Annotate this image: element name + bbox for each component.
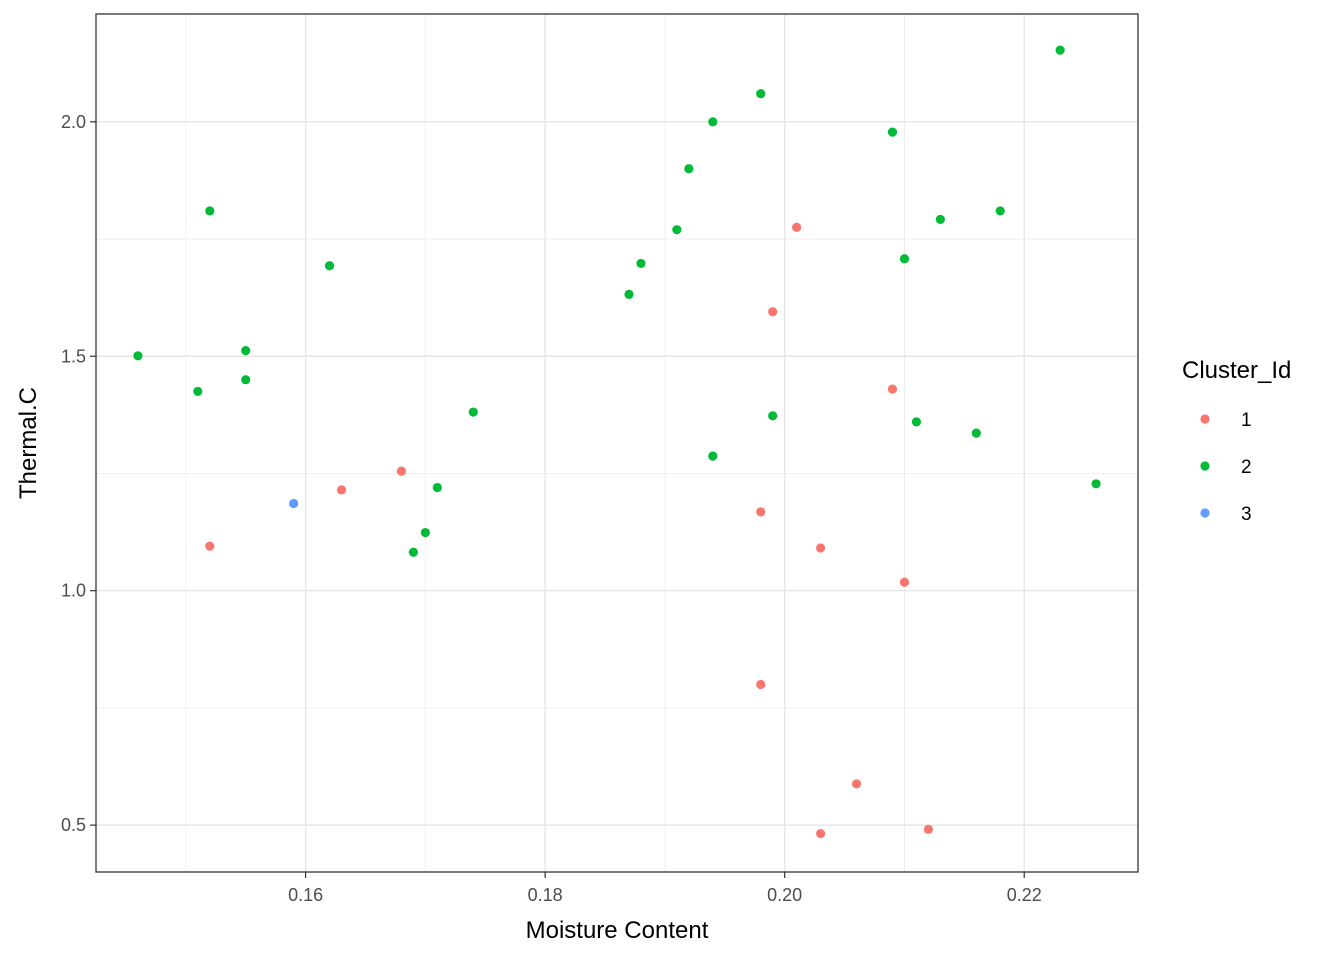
y-tick-label: 1.5 — [61, 346, 86, 366]
data-point-cluster-1 — [396, 466, 407, 476]
data-point-cluster-1 — [205, 541, 215, 551]
data-point-cluster-2 — [756, 89, 766, 99]
data-point-cluster-2 — [708, 117, 718, 127]
data-point-cluster-2 — [1055, 45, 1065, 55]
y-tick-label: 0.5 — [61, 815, 86, 835]
y-tick-label: 1.0 — [61, 581, 86, 601]
data-point-cluster-2 — [133, 351, 143, 361]
legend: Cluster_Id 1 2 3 — [1182, 357, 1291, 525]
data-point-cluster-2 — [324, 261, 335, 271]
data-point-cluster-2 — [241, 346, 251, 356]
data-point-cluster-1 — [336, 485, 347, 495]
x-axis-title: Moisture Content — [526, 917, 709, 944]
data-point-cluster-2 — [420, 527, 430, 538]
data-point-cluster-1 — [756, 507, 766, 517]
data-point-cluster-2 — [241, 375, 251, 385]
data-point-cluster-1 — [816, 828, 826, 839]
x-tick-label: 0.22 — [1007, 885, 1042, 905]
data-point-cluster-2 — [624, 289, 634, 299]
data-point-cluster-2 — [408, 547, 418, 557]
data-point-cluster-2 — [468, 407, 478, 417]
data-point-cluster-1 — [851, 779, 862, 789]
x-axis: 0.16 0.18 0.20 0.22 — [288, 872, 1042, 905]
data-point-cluster-2 — [205, 206, 215, 216]
data-point-cluster-2 — [899, 254, 910, 264]
y-axis-title: Thermal.C — [15, 387, 42, 499]
x-tick-label: 0.18 — [528, 885, 563, 905]
data-point-cluster-2 — [935, 214, 945, 224]
data-point-cluster-2 — [684, 164, 694, 174]
data-point-cluster-2 — [887, 127, 898, 137]
data-point-cluster-2 — [768, 411, 778, 421]
data-point-cluster-2 — [672, 225, 682, 235]
legend-title: Cluster_Id — [1182, 357, 1291, 384]
major-gridlines — [96, 14, 1138, 872]
plot-panel — [96, 14, 1138, 872]
data-point-cluster-1 — [887, 384, 898, 394]
data-point-cluster-2 — [971, 428, 981, 438]
legend-label-2: 2 — [1241, 457, 1252, 478]
data-point-cluster-3 — [289, 498, 299, 509]
data-point-cluster-1 — [768, 307, 778, 317]
data-point-cluster-2 — [911, 417, 922, 427]
x-tick-label: 0.16 — [288, 885, 323, 905]
legend-label-1: 1 — [1241, 410, 1252, 431]
x-tick-label: 0.20 — [767, 885, 802, 905]
legend-key-1 — [1200, 414, 1210, 424]
legend-key-2 — [1200, 461, 1210, 471]
data-point-cluster-2 — [636, 258, 646, 269]
data-point-cluster-2 — [995, 206, 1005, 216]
y-axis: 0.5 1.0 1.5 2.0 — [61, 112, 96, 835]
data-point-cluster-2 — [432, 482, 442, 493]
y-tick-label: 2.0 — [61, 112, 86, 132]
plot-border — [95, 13, 1139, 873]
data-points — [133, 45, 1101, 839]
minor-gridlines — [96, 14, 1138, 872]
data-point-cluster-2 — [193, 386, 203, 397]
data-point-cluster-2 — [1091, 479, 1101, 489]
data-point-cluster-1 — [923, 824, 934, 834]
data-point-cluster-1 — [756, 679, 766, 690]
legend-label-3: 3 — [1241, 504, 1252, 525]
data-point-cluster-1 — [899, 577, 910, 587]
data-point-cluster-1 — [816, 543, 826, 553]
data-point-cluster-2 — [708, 451, 718, 461]
legend-key-3 — [1200, 508, 1210, 518]
data-point-cluster-1 — [792, 222, 802, 232]
